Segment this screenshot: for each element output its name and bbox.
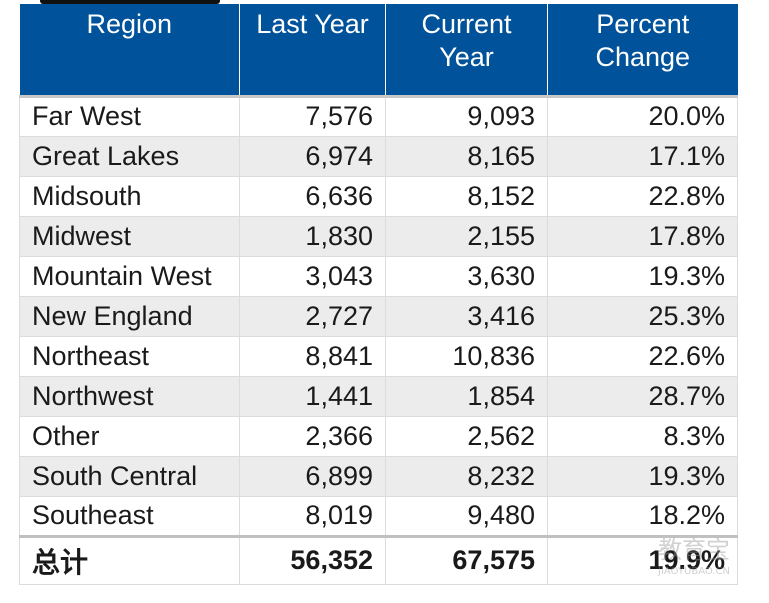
- table-row: New England 2,727 3,416 25.3%: [19, 295, 738, 337]
- total-label: 总计: [19, 534, 240, 585]
- total-percent-change: 19.9%: [547, 534, 738, 585]
- region-cell: New England: [19, 295, 240, 337]
- table-header: Region Last Year Current Year Percent Ch…: [19, 4, 738, 98]
- region-cell: Mountain West: [19, 255, 240, 297]
- last-year-cell: 8,019: [239, 495, 386, 537]
- current-year-cell: 9,093: [385, 95, 548, 137]
- header-region: Region: [19, 4, 240, 98]
- region-cell: Great Lakes: [19, 135, 240, 177]
- last-year-cell: 7,576: [239, 95, 386, 137]
- region-cell: Midwest: [19, 215, 240, 257]
- current-year-cell: 8,232: [385, 455, 548, 497]
- table-row: Northwest 1,441 1,854 28.7%: [19, 375, 738, 417]
- last-year-cell: 2,366: [239, 415, 386, 457]
- current-year-cell: 3,416: [385, 295, 548, 337]
- top-dark-bar: [40, 0, 220, 4]
- header-last-year: Last Year: [239, 4, 386, 98]
- header-row: Region Last Year Current Year Percent Ch…: [19, 4, 738, 98]
- last-year-cell: 6,899: [239, 455, 386, 497]
- last-year-cell: 8,841: [239, 335, 386, 377]
- percent-change-cell: 19.3%: [547, 255, 738, 297]
- total-last-year: 56,352: [239, 534, 386, 585]
- table-row: Far West 7,576 9,093 20.0%: [19, 95, 738, 137]
- current-year-cell: 2,155: [385, 215, 548, 257]
- last-year-cell: 6,636: [239, 175, 386, 217]
- percent-change-cell: 19.3%: [547, 455, 738, 497]
- last-year-cell: 1,441: [239, 375, 386, 417]
- last-year-cell: 1,830: [239, 215, 386, 257]
- percent-change-cell: 22.8%: [547, 175, 738, 217]
- percent-change-cell: 18.2%: [547, 495, 738, 537]
- total-current-year: 67,575: [385, 534, 548, 585]
- table-row: Other 2,366 2,562 8.3%: [19, 415, 738, 457]
- last-year-cell: 3,043: [239, 255, 386, 297]
- percent-change-cell: 25.3%: [547, 295, 738, 337]
- table-row: Midwest 1,830 2,155 17.8%: [19, 215, 738, 257]
- table-row: Midsouth 6,636 8,152 22.8%: [19, 175, 738, 217]
- table-row: Southeast 8,019 9,480 18.2%: [19, 495, 738, 537]
- current-year-cell: 10,836: [385, 335, 548, 377]
- percent-change-cell: 17.1%: [547, 135, 738, 177]
- current-year-cell: 3,630: [385, 255, 548, 297]
- region-cell: Northwest: [19, 375, 240, 417]
- region-cell: Midsouth: [19, 175, 240, 217]
- header-percent-change: Percent Change: [547, 4, 738, 98]
- current-year-cell: 9,480: [385, 495, 548, 537]
- region-comparison-table: Region Last Year Current Year Percent Ch…: [19, 4, 738, 585]
- region-cell: Southeast: [19, 495, 240, 537]
- total-row: 总计 56,352 67,575 19.9%: [19, 534, 738, 585]
- current-year-cell: 8,152: [385, 175, 548, 217]
- current-year-cell: 1,854: [385, 375, 548, 417]
- region-cell: South Central: [19, 455, 240, 497]
- table-row: Northeast 8,841 10,836 22.6%: [19, 335, 738, 377]
- table-row: South Central 6,899 8,232 19.3%: [19, 455, 738, 497]
- percent-change-cell: 20.0%: [547, 95, 738, 137]
- last-year-cell: 6,974: [239, 135, 386, 177]
- table-row: Mountain West 3,043 3,630 19.3%: [19, 255, 738, 297]
- percent-change-cell: 28.7%: [547, 375, 738, 417]
- table-body: Far West 7,576 9,093 20.0% Great Lakes 6…: [19, 95, 738, 585]
- percent-change-cell: 8.3%: [547, 415, 738, 457]
- current-year-cell: 2,562: [385, 415, 548, 457]
- region-cell: Other: [19, 415, 240, 457]
- header-current-year: Current Year: [385, 4, 548, 98]
- percent-change-cell: 22.6%: [547, 335, 738, 377]
- region-cell: Northeast: [19, 335, 240, 377]
- region-cell: Far West: [19, 95, 240, 137]
- table-row: Great Lakes 6,974 8,165 17.1%: [19, 135, 738, 177]
- last-year-cell: 2,727: [239, 295, 386, 337]
- current-year-cell: 8,165: [385, 135, 548, 177]
- percent-change-cell: 17.8%: [547, 215, 738, 257]
